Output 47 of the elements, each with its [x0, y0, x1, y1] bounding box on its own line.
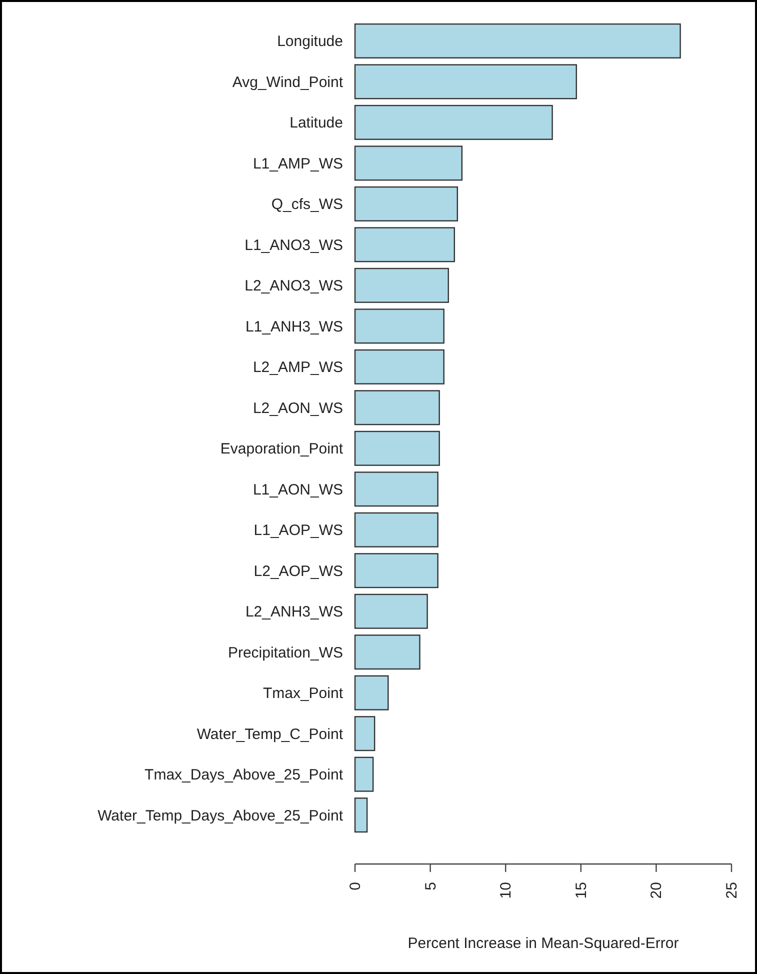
y-tick-label: Latitude	[290, 114, 343, 132]
x-tick-label: 5	[422, 882, 440, 890]
y-tick-label: Precipitation_WS	[228, 644, 343, 662]
x-tick-label: 25	[724, 882, 740, 899]
bar	[354, 756, 374, 792]
bar	[354, 634, 420, 670]
y-tick-label: Water_Temp_Days_Above_25_Point	[98, 807, 344, 824]
bar	[354, 472, 438, 507]
bar	[354, 716, 376, 752]
y-tick-label: L2_AON_WS	[252, 400, 343, 417]
x-tick-label: 0	[347, 882, 364, 890]
x-axis-title: Percent Increase in Mean-Squared-Error	[408, 935, 679, 952]
bar	[354, 64, 577, 100]
bar	[354, 227, 455, 262]
bar	[354, 146, 463, 181]
y-tick-label: Q_cfs_WS	[271, 196, 343, 214]
y-tick-label: Avg_Wind_Point	[232, 74, 344, 91]
bar	[354, 594, 428, 629]
bar	[354, 23, 681, 58]
y-tick-label: Tmax_Point	[262, 685, 344, 702]
y-tick-label: L1_AMP_WS	[252, 155, 343, 172]
x-tick-label: 10	[498, 882, 515, 899]
bar	[354, 308, 444, 344]
bar	[354, 553, 438, 588]
y-tick-label: L2_AMP_WS	[252, 359, 343, 376]
x-tick-label: 15	[572, 882, 590, 899]
y-tick-label: L1_ANO3_WS	[244, 236, 343, 254]
bar	[354, 186, 458, 222]
bar	[354, 104, 553, 140]
bar	[354, 675, 389, 710]
bar	[354, 798, 368, 833]
y-tick-label: L2_ANH3_WS	[245, 604, 343, 621]
bar	[354, 268, 449, 303]
y-tick-label: Longitude	[277, 33, 343, 50]
y-tick-label: L1_AOP_WS	[254, 522, 343, 540]
bar	[354, 390, 440, 426]
bar	[354, 430, 440, 466]
y-tick-label: L1_AON_WS	[252, 481, 343, 498]
y-tick-label: L1_ANH3_WS	[245, 318, 343, 336]
y-tick-label: Evaporation_Point	[220, 440, 344, 458]
y-tick-label: Tmax_Days_Above_25_Point	[144, 766, 344, 784]
bar	[354, 512, 438, 548]
y-tick-label: Water_Temp_C_Point	[196, 726, 344, 743]
y-tick-label: L2_AOP_WS	[254, 562, 343, 580]
y-tick-label: L2_ANO3_WS	[244, 278, 343, 295]
x-tick-label: 20	[648, 882, 666, 899]
bar	[354, 349, 444, 384]
